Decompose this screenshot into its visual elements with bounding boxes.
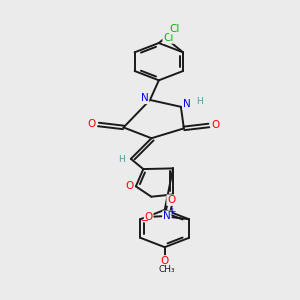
Text: O: O bbox=[167, 195, 176, 205]
Text: Cl: Cl bbox=[163, 33, 173, 43]
Text: N: N bbox=[163, 211, 171, 221]
Text: H: H bbox=[196, 97, 202, 106]
Text: +: + bbox=[168, 207, 176, 216]
Text: H: H bbox=[118, 155, 125, 164]
Text: CH₃: CH₃ bbox=[159, 265, 176, 274]
Text: −: − bbox=[141, 216, 149, 226]
Text: O: O bbox=[88, 119, 96, 130]
Text: O: O bbox=[160, 256, 169, 266]
Text: N: N bbox=[183, 100, 191, 110]
Text: N: N bbox=[141, 93, 148, 103]
Text: O: O bbox=[211, 121, 220, 130]
Text: O: O bbox=[125, 182, 134, 191]
Text: Cl: Cl bbox=[170, 24, 180, 34]
Text: O: O bbox=[145, 212, 153, 222]
